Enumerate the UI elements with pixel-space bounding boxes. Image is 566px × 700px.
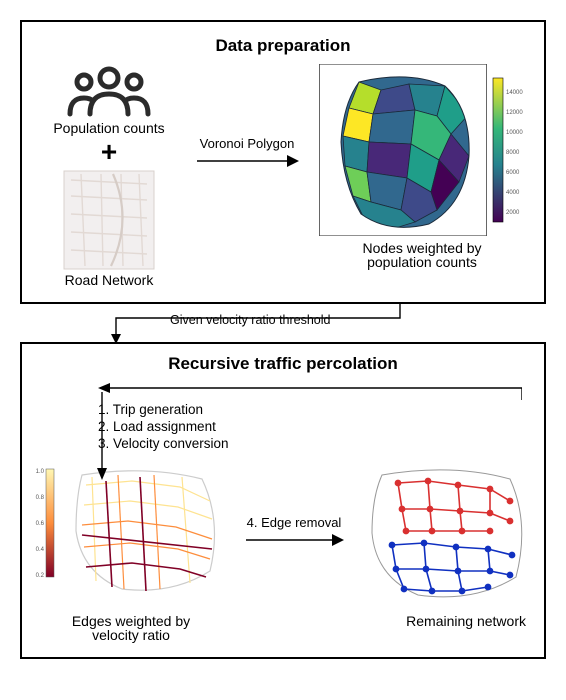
feedback-arrow-icon xyxy=(92,382,508,400)
arrow-right-icon xyxy=(195,151,299,171)
vcbar-tick: 0.4 xyxy=(36,547,45,553)
cbar-tick: 2000 xyxy=(506,210,520,216)
panel2-title: Recursive traffic percolation xyxy=(34,354,532,374)
voronoi-result-label-2: population counts xyxy=(367,254,477,270)
panel1-title: Data preparation xyxy=(34,36,532,56)
step-2: 2. Load assignment xyxy=(98,419,532,434)
down-into-steps-arrow-icon xyxy=(94,392,110,480)
voronoi-plot xyxy=(319,64,487,236)
left-inputs-column: Population counts + Road Network xyxy=(34,64,184,288)
steps-list: 1. Trip generation 2. Load assignment 3.… xyxy=(98,402,532,451)
people-icon xyxy=(64,64,154,118)
edge-removal-arrow-group: 4. Edge removal xyxy=(238,515,350,550)
voronoi-colorbar: 2000 4000 6000 8000 10000 12000 14000 xyxy=(491,64,525,236)
between-panels: Given velocity ratio threshold xyxy=(20,304,546,342)
velocity-network-group: 1.0 0.8 0.6 0.4 0.2 xyxy=(34,461,230,601)
remaining-network-plot xyxy=(358,461,538,609)
plus-symbol: + xyxy=(101,136,117,168)
road-network-thumbnail xyxy=(63,170,155,270)
velocity-colorbar: 1.0 0.8 0.6 0.4 0.2 xyxy=(34,461,60,591)
road-network-label: Road Network xyxy=(65,272,154,288)
edge-removal-label: 4. Edge removal xyxy=(247,515,342,530)
panel-recursive-percolation: Recursive traffic percolation 1. Trip ge… xyxy=(20,342,546,659)
velocity-network-plot xyxy=(62,461,230,601)
vcbar-tick: 0.6 xyxy=(36,521,45,527)
velocity-caption-2: velocity ratio xyxy=(92,627,170,643)
between-arrow-icon xyxy=(20,304,546,342)
vcbar-tick: 0.2 xyxy=(36,573,45,579)
cbar-tick: 4000 xyxy=(506,190,520,196)
step-1: 1. Trip generation xyxy=(98,402,532,417)
panel-data-preparation: Data preparation xyxy=(20,20,546,304)
remaining-network-group xyxy=(358,461,538,609)
cbar-tick: 8000 xyxy=(506,150,520,156)
vcbar-tick: 1.0 xyxy=(36,469,45,475)
voronoi-arrow-label: Voronoi Polygon xyxy=(200,136,295,151)
remaining-caption: Remaining network xyxy=(336,613,532,629)
velocity-caption: Edges weighted by velocity ratio xyxy=(34,611,228,643)
cbar-tick: 12000 xyxy=(506,110,523,116)
voronoi-result-column: 2000 4000 6000 8000 10000 12000 14000 No… xyxy=(312,64,532,270)
cbar-tick: 14000 xyxy=(506,90,523,96)
vcbar-tick: 0.8 xyxy=(36,495,45,501)
cbar-tick: 10000 xyxy=(506,130,523,136)
arrow-right-icon xyxy=(244,530,344,550)
cbar-tick: 6000 xyxy=(506,170,520,176)
population-label: Population counts xyxy=(53,120,164,136)
step-3: 3. Velocity conversion xyxy=(98,436,532,451)
voronoi-arrow-group: Voronoi Polygon xyxy=(192,136,302,171)
